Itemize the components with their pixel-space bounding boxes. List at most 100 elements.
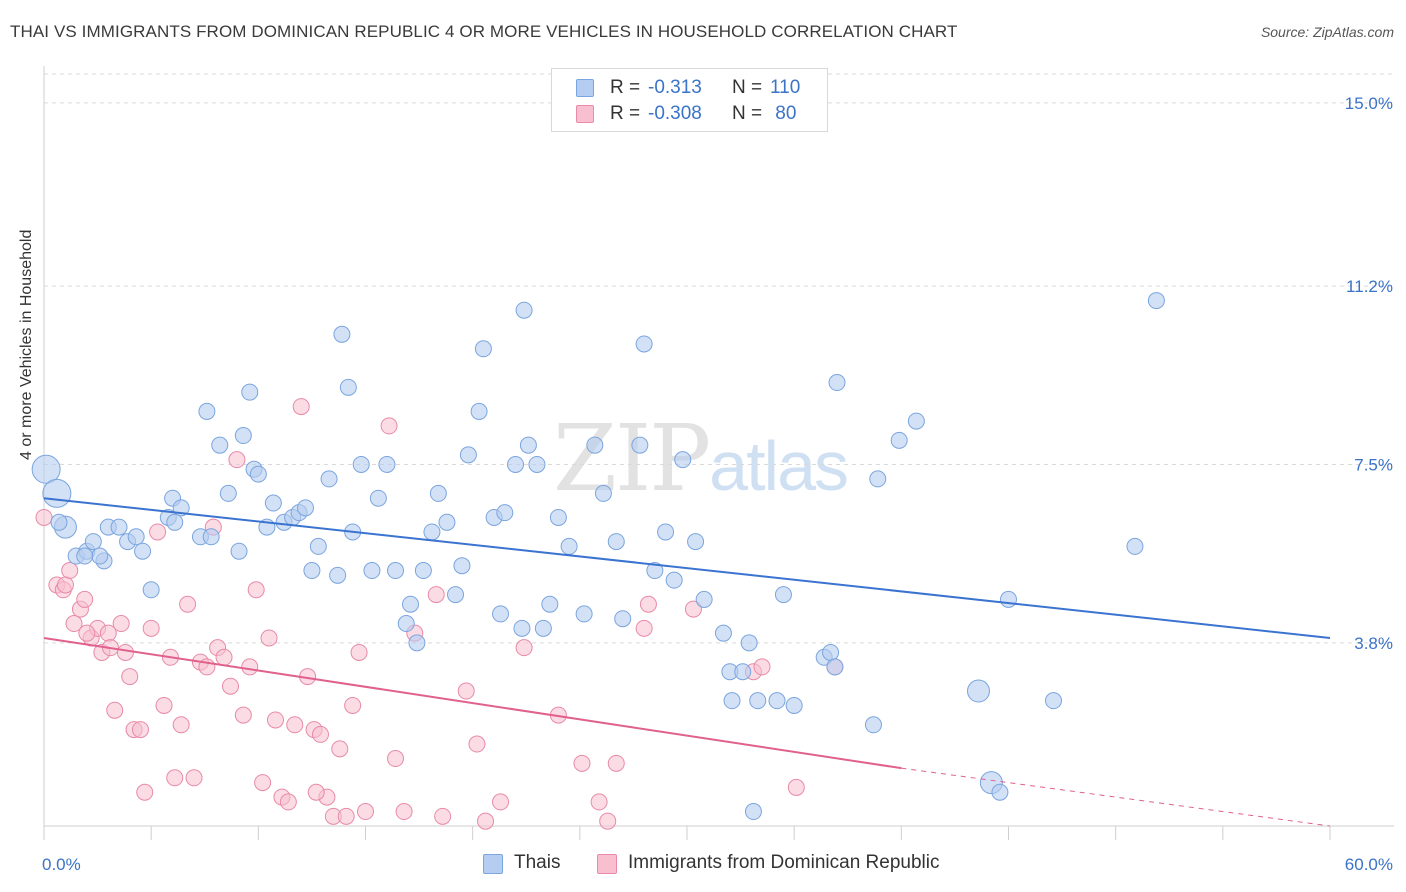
- thais-point: [785, 696, 803, 714]
- thais-point: [402, 595, 420, 613]
- legend-swatch-thais: [576, 79, 594, 97]
- dominican-point: [61, 562, 79, 580]
- watermark-atlas: atlas: [709, 427, 849, 505]
- thais-point: [447, 586, 465, 604]
- legend-n-label: N =: [732, 77, 763, 98]
- stats-legend: R = -0.313 N = 110 R = -0.308 N = 80: [551, 68, 828, 132]
- thais-point: [665, 571, 683, 589]
- dominican-point: [468, 735, 486, 753]
- thais-point: [50, 513, 68, 531]
- thais-point: [890, 431, 908, 449]
- thais-point: [241, 383, 259, 401]
- thais-point: [329, 566, 347, 584]
- thais-point: [352, 455, 370, 473]
- thais-point: [198, 402, 216, 420]
- dominican-point: [599, 812, 617, 830]
- dominican-point: [254, 774, 272, 792]
- thais-point: [1147, 292, 1165, 310]
- thais-point: [492, 605, 510, 623]
- thais-point: [507, 455, 525, 473]
- dominican-point: [590, 793, 608, 811]
- legend-n-label: N =: [732, 103, 763, 124]
- thais-point: [734, 663, 752, 681]
- dominican-point: [76, 590, 94, 608]
- dominican-point: [260, 629, 278, 647]
- thais-point: [142, 581, 160, 599]
- thais-point: [869, 470, 887, 488]
- dominican-point: [515, 639, 533, 657]
- thais-point: [219, 484, 237, 502]
- thais-point: [1000, 590, 1017, 608]
- dominican-point: [279, 793, 297, 811]
- dominican-point: [635, 619, 653, 637]
- thais-point: [594, 484, 612, 502]
- source-label: Source: ZipAtlas.com: [1260, 24, 1394, 40]
- thais-point: [828, 374, 846, 392]
- thais-point: [249, 465, 267, 483]
- thais-point: [635, 335, 653, 353]
- thais-point: [378, 455, 396, 473]
- dominican-point: [149, 523, 167, 541]
- dominican-point: [56, 576, 74, 594]
- thais-point: [744, 803, 762, 821]
- legend-n-value: 110: [770, 77, 801, 98]
- y-tick-label: 15.0%: [1345, 94, 1393, 113]
- thais-point: [774, 586, 792, 604]
- thais-point: [1126, 537, 1144, 555]
- dominican-point: [427, 586, 445, 604]
- dominican-point: [234, 706, 252, 724]
- x-tick-label-max: 60.0%: [1345, 855, 1393, 874]
- thais-point: [42, 478, 72, 508]
- thais-point: [429, 484, 447, 502]
- thais-point: [966, 679, 990, 703]
- dominican-point: [215, 648, 233, 666]
- dominican-point: [185, 769, 203, 787]
- thais-point: [723, 692, 741, 710]
- dominican-point: [166, 769, 184, 787]
- legend-n-value: 80: [770, 103, 797, 124]
- thais-point: [363, 562, 381, 580]
- thais-trend-line: [43, 497, 1331, 639]
- dominican-point: [78, 624, 96, 642]
- dominican-point: [131, 721, 149, 739]
- dominican-point: [112, 615, 130, 633]
- thais-point: [864, 716, 882, 734]
- axis-layer: [43, 66, 1394, 840]
- dominican-point: [292, 398, 310, 416]
- dominican-point: [106, 701, 124, 719]
- dominican-trend-extension: [901, 767, 1331, 827]
- dominican-point: [65, 615, 83, 633]
- thais-point: [549, 508, 567, 526]
- dominican-point: [241, 658, 259, 676]
- dominican-point: [331, 740, 349, 758]
- thais-point: [695, 590, 713, 608]
- dominican-point: [179, 595, 197, 613]
- bottom-legend-label-thais: Thais: [514, 852, 561, 873]
- thais-point: [134, 542, 152, 560]
- thais-point: [127, 528, 145, 546]
- thais-point: [234, 427, 252, 445]
- thais-point: [646, 562, 664, 580]
- thais-point: [586, 436, 604, 454]
- thais-point: [438, 513, 456, 531]
- dominican-point: [434, 807, 452, 825]
- dominican-point: [357, 803, 374, 821]
- thais-point: [822, 643, 840, 661]
- dominican-point: [247, 581, 265, 599]
- thais-point: [397, 615, 415, 633]
- dominican-point: [286, 716, 304, 734]
- y-tick-label: 7.5%: [1354, 455, 1393, 474]
- dominican-point: [121, 668, 139, 686]
- legend-r-value: -0.308: [648, 103, 702, 124]
- thais-point: [541, 595, 559, 613]
- bottom-legend-swatch-dominican: [597, 854, 617, 874]
- legend-r-label: R =: [610, 103, 641, 124]
- dominican-trend-line: [43, 637, 902, 770]
- dominican-point: [787, 778, 805, 796]
- thais-point: [687, 533, 705, 551]
- thais-point: [991, 783, 1009, 801]
- thais-point: [1045, 692, 1063, 710]
- dominican-point: [573, 754, 591, 772]
- trend-layer: [43, 497, 1331, 827]
- thais-point: [91, 547, 109, 565]
